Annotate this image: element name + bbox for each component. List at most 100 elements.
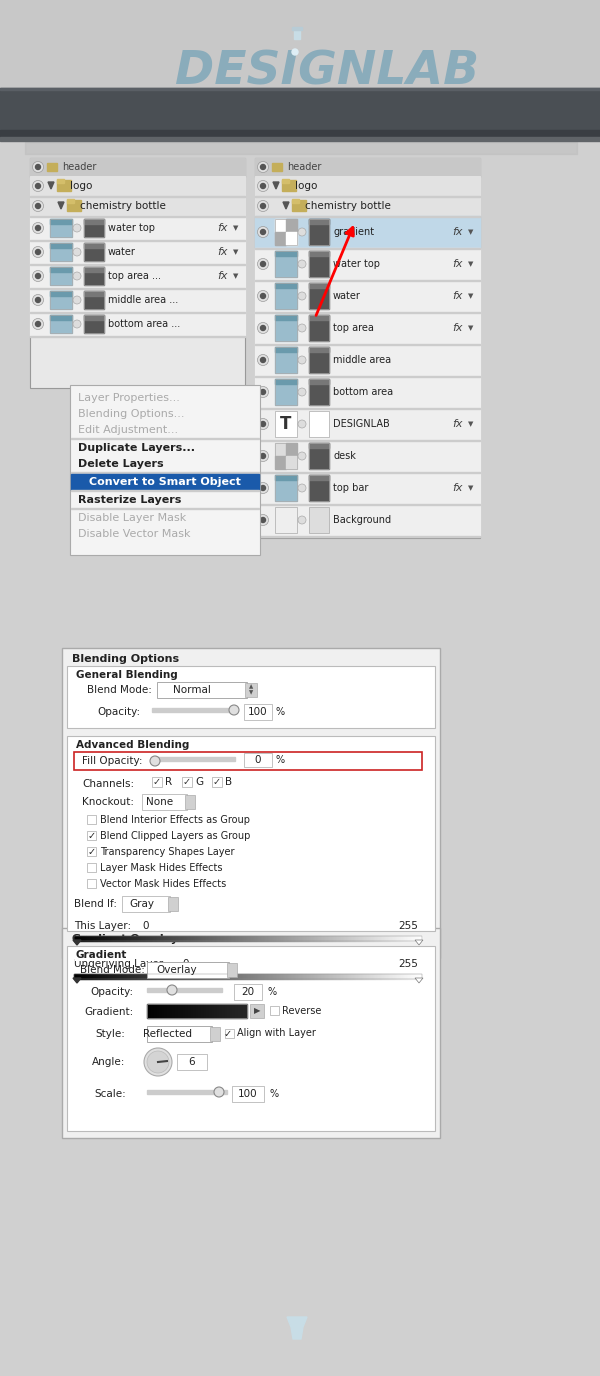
Bar xyxy=(208,936,209,941)
Bar xyxy=(50,267,72,285)
Text: ▲
▼: ▲ ▼ xyxy=(249,685,253,695)
Bar xyxy=(145,936,146,941)
Bar xyxy=(309,250,329,277)
Bar xyxy=(292,200,299,204)
Bar xyxy=(208,974,209,978)
Bar xyxy=(220,1004,221,1018)
Bar xyxy=(119,974,120,978)
Bar xyxy=(75,974,76,978)
Bar xyxy=(275,443,286,455)
Bar xyxy=(358,936,359,941)
Circle shape xyxy=(35,322,41,326)
Bar xyxy=(298,974,299,978)
Bar xyxy=(372,936,373,941)
Bar xyxy=(84,219,104,224)
Bar xyxy=(131,936,132,941)
Text: ▼: ▼ xyxy=(233,249,238,255)
Bar xyxy=(234,936,235,941)
Circle shape xyxy=(260,230,265,234)
Bar xyxy=(371,974,372,978)
Bar xyxy=(210,936,211,941)
Bar xyxy=(280,974,281,978)
Bar xyxy=(90,974,91,978)
Bar xyxy=(98,974,99,978)
Bar xyxy=(279,936,280,941)
Bar xyxy=(163,936,164,941)
Bar xyxy=(275,378,297,384)
Bar xyxy=(344,936,345,941)
Circle shape xyxy=(229,705,239,716)
Bar xyxy=(147,1004,148,1018)
Bar xyxy=(84,244,104,261)
Bar xyxy=(270,974,271,978)
Text: Fill Opacity:: Fill Opacity: xyxy=(82,755,143,766)
Bar xyxy=(247,936,248,941)
Bar xyxy=(309,347,329,373)
Text: fx: fx xyxy=(452,420,463,429)
Bar xyxy=(223,936,224,941)
Bar xyxy=(250,936,251,941)
Bar xyxy=(388,936,389,941)
Circle shape xyxy=(257,322,269,333)
Bar xyxy=(144,936,145,941)
Bar xyxy=(70,385,260,555)
Bar xyxy=(318,974,319,978)
Bar xyxy=(255,158,480,538)
Bar xyxy=(57,180,71,191)
Bar xyxy=(274,974,275,978)
Bar xyxy=(226,936,227,941)
Bar xyxy=(343,936,344,941)
Bar xyxy=(246,974,247,978)
Bar xyxy=(308,936,309,941)
Circle shape xyxy=(32,271,44,282)
Text: Opacity:: Opacity: xyxy=(90,987,133,998)
Bar xyxy=(268,936,269,941)
Bar xyxy=(183,1004,184,1018)
Bar xyxy=(248,974,249,978)
Bar xyxy=(62,927,440,1138)
Bar xyxy=(353,936,354,941)
Bar xyxy=(288,974,289,978)
Bar xyxy=(85,974,86,978)
Bar xyxy=(149,1004,150,1018)
Bar xyxy=(91,974,92,978)
Bar xyxy=(186,974,187,978)
Bar xyxy=(304,974,305,978)
Bar xyxy=(359,936,360,941)
Bar xyxy=(350,974,351,978)
Circle shape xyxy=(214,1087,224,1097)
Bar xyxy=(264,974,265,978)
Bar xyxy=(108,936,109,941)
Circle shape xyxy=(257,483,269,494)
Bar xyxy=(412,974,413,978)
Bar xyxy=(138,974,139,978)
Bar xyxy=(185,974,186,978)
Bar xyxy=(392,936,393,941)
Bar xyxy=(218,936,219,941)
Bar xyxy=(160,974,161,978)
Bar xyxy=(89,936,90,941)
Circle shape xyxy=(298,323,306,332)
Bar xyxy=(211,936,212,941)
Bar xyxy=(402,974,403,978)
Bar xyxy=(182,1004,183,1018)
Bar xyxy=(309,315,329,341)
Bar xyxy=(395,974,396,978)
Bar xyxy=(275,974,276,978)
Bar xyxy=(213,974,214,978)
Bar xyxy=(96,936,97,941)
Bar xyxy=(119,936,120,941)
Bar xyxy=(123,936,124,941)
Bar xyxy=(263,974,264,978)
Bar xyxy=(177,1004,178,1018)
Bar xyxy=(192,974,193,978)
Bar xyxy=(377,974,378,978)
Bar xyxy=(186,936,187,941)
Bar xyxy=(118,936,119,941)
Bar xyxy=(272,936,273,941)
Bar xyxy=(87,879,96,888)
Text: chemistry bottle: chemistry bottle xyxy=(80,201,166,211)
Bar xyxy=(77,936,78,941)
Circle shape xyxy=(298,356,306,365)
Bar xyxy=(378,974,379,978)
